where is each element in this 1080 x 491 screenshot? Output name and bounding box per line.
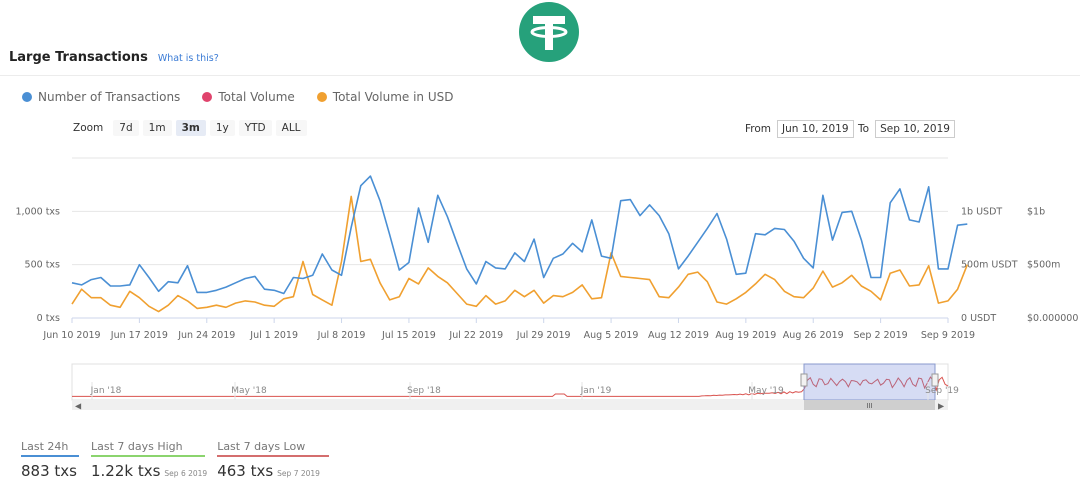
navigator-label: May '18 xyxy=(231,386,267,396)
zoom-ytd-button[interactable]: YTD xyxy=(238,120,272,136)
x-tick-label: Aug 5 2019 xyxy=(584,330,639,341)
date-range-from: From Jun 10, 2019 xyxy=(745,120,854,138)
navigator-left-handle[interactable] xyxy=(800,373,808,387)
legend-label: Number of Transactions xyxy=(38,90,181,104)
x-tick-label: Jul 29 2019 xyxy=(516,330,571,341)
zoom-3m-button[interactable]: 3m xyxy=(175,120,206,136)
x-tick-label: Jun 24 2019 xyxy=(177,330,235,341)
stat-label: Last 7 days High xyxy=(90,440,183,453)
zoom-1m-button[interactable]: 1m xyxy=(142,120,172,136)
from-label: From xyxy=(745,123,772,135)
x-tick-label: Aug 19 2019 xyxy=(715,330,776,341)
zoom-controls: Zoom 7d 1m 3m 1y YTD ALL xyxy=(73,120,307,136)
stat-7d-low: Last 7 days Low 463 txs Sep 7 2019 xyxy=(217,440,330,480)
stat-date: Sep 6 2019 xyxy=(164,469,208,478)
y-right-usdt-tick-label: 500m USDT xyxy=(961,260,1018,271)
legend-dot-icon xyxy=(22,92,32,102)
y-left-tick-label: 0 txs xyxy=(37,313,60,324)
x-tick-label: Jun 17 2019 xyxy=(110,330,168,341)
navigator-label: Jan '18 xyxy=(90,386,122,396)
series-line-volume-usd xyxy=(71,195,969,313)
y-left-tick-label: 1,000 txs xyxy=(15,206,60,217)
scroll-grip-icon: III xyxy=(866,402,872,410)
from-date-input[interactable]: Jun 10, 2019 xyxy=(777,120,854,138)
y-right-usd-tick-label: $500m xyxy=(1027,260,1060,271)
scroll-left-icon[interactable]: ◀ xyxy=(75,402,82,411)
navigator-scroll-thumb[interactable] xyxy=(804,400,935,410)
stat-underline xyxy=(90,455,205,457)
navigator-scrollbar[interactable] xyxy=(72,400,948,410)
stat-label: Last 24h xyxy=(21,440,69,453)
y-right-usd-tick-label: $1b xyxy=(1027,206,1045,217)
y-right-usdt-tick-label: 1b USDT xyxy=(961,206,1002,217)
stats-row: Last 24h 883 txs Last 7 days High 1.22k … xyxy=(21,440,330,480)
legend-item-transactions[interactable]: Number of Transactions xyxy=(22,90,180,104)
chart-legend: Number of Transactions Total Volume Tota… xyxy=(22,90,453,104)
main-chart: 0 txs 500 txs 1,000 txs 0 USDT 500m USDT 1b … xyxy=(15,157,1078,341)
x-tick-label: Aug 26 2019 xyxy=(783,330,844,341)
y-right-usdt-tick-label: 0 USDT xyxy=(961,313,996,324)
stat-date: Sep 7 2019 xyxy=(277,469,320,478)
stat-label: Last 7 days Low xyxy=(217,440,306,453)
zoom-7d-button[interactable]: 7d xyxy=(113,120,139,136)
legend-item-total-volume[interactable]: Total Volume xyxy=(202,90,295,104)
navigator-selection[interactable] xyxy=(803,363,936,401)
navigator-label: Jan '19 xyxy=(580,386,612,396)
legend-label: Total Volume xyxy=(218,90,295,104)
navigator-series-line xyxy=(72,376,949,397)
navigator-label: Sep '18 xyxy=(407,386,441,396)
x-tick-label: Sep 2 2019 xyxy=(854,330,908,341)
to-date-input[interactable]: Sep 10, 2019 xyxy=(875,120,955,138)
stat-value: 463 txs xyxy=(217,462,274,480)
navigator[interactable]: Jan '18 May '18 Sep '18 Jan '19 May '19 Sep '… xyxy=(0,360,1080,412)
navigator-right-handle[interactable] xyxy=(931,373,939,387)
page-title: Large Transactions xyxy=(9,50,148,65)
x-tick-label: Jul 22 2019 xyxy=(448,330,503,341)
x-tick-label: Sep 9 2019 xyxy=(921,330,975,341)
y-left-tick-label: 500 txs xyxy=(25,260,60,271)
zoom-label: Zoom xyxy=(73,122,104,134)
y-right-usd-tick-label: $0.000000 xyxy=(1027,313,1078,324)
date-range-to: To Sep 10, 2019 xyxy=(858,120,955,138)
x-tick-label: Jul 8 2019 xyxy=(317,330,366,341)
stat-underline xyxy=(217,455,330,457)
scroll-right-icon[interactable]: ▶ xyxy=(938,402,945,411)
tether-logo xyxy=(519,2,579,62)
stat-last-24h: Last 24h 883 txs xyxy=(21,440,81,480)
stat-value: 1.22k txs xyxy=(90,462,161,480)
zoom-all-button[interactable]: ALL xyxy=(275,120,307,136)
to-label: To xyxy=(858,123,870,135)
x-tick-label: Jul 1 2019 xyxy=(249,330,298,341)
series-line-transactions xyxy=(71,175,968,295)
navigator-label: Sep '19 xyxy=(925,386,959,396)
what-is-this-link[interactable]: What is this? xyxy=(157,53,219,64)
x-tick-label: Aug 12 2019 xyxy=(648,330,709,341)
stat-value: 883 txs xyxy=(21,462,77,480)
stat-underline xyxy=(21,455,79,457)
legend-label: Total Volume in USD xyxy=(332,90,454,104)
x-tick-label: Jul 15 2019 xyxy=(381,330,436,341)
navigator-label: May '19 xyxy=(748,386,784,396)
legend-dot-icon xyxy=(202,92,213,102)
title-row: Large Transactions What is this? xyxy=(9,50,219,65)
legend-item-volume-usd[interactable]: Total Volume in USD xyxy=(316,90,454,104)
stat-7d-high: Last 7 days High 1.22k txs Sep 6 2019 xyxy=(90,440,208,480)
legend-dot-icon xyxy=(316,92,327,102)
x-tick-label: Jun 10 2019 xyxy=(42,330,100,341)
header-divider xyxy=(0,75,1080,76)
zoom-1y-button[interactable]: 1y xyxy=(209,120,235,136)
